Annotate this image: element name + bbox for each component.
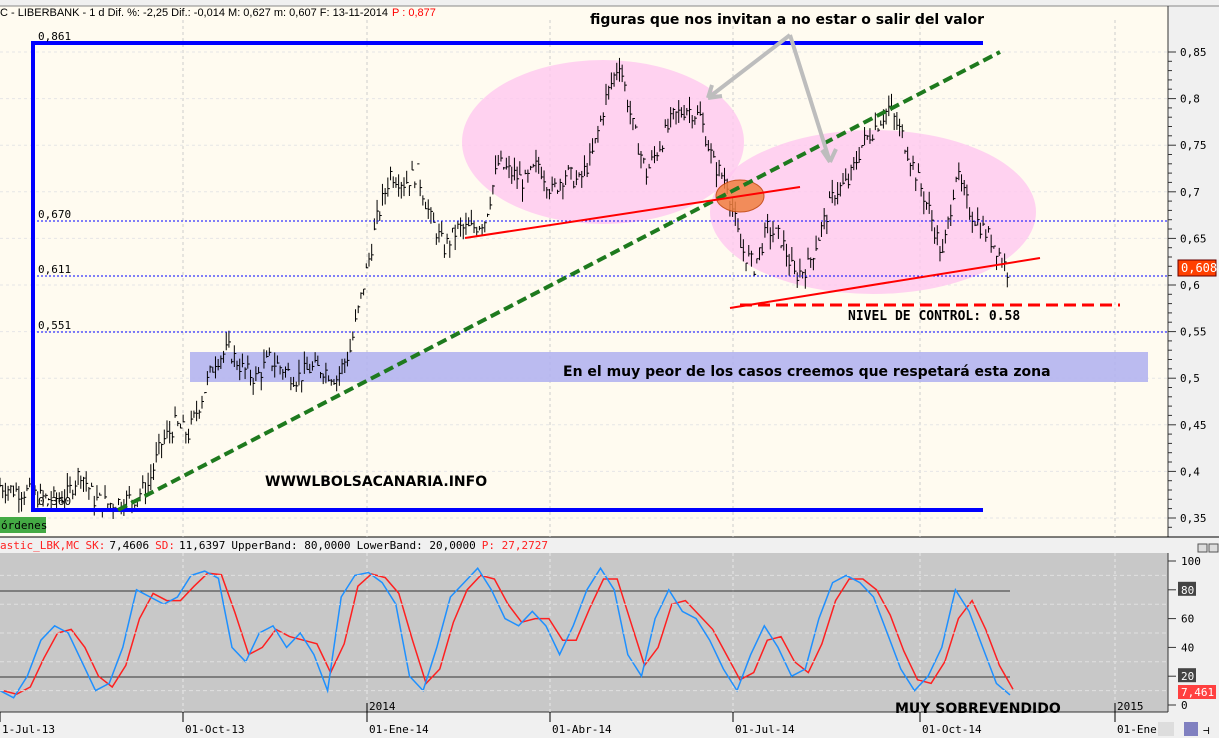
date-tick-label: 01-Ene- (1117, 723, 1163, 736)
lower-band: LowerBand: 20,0000 (357, 539, 476, 552)
orders-button-label[interactable]: órdenes (1, 519, 47, 532)
level-label-top: 0,861 (38, 30, 71, 43)
level-label-670: 0,670 (38, 208, 71, 221)
red-support-right (729, 257, 1041, 309)
year-label: 2015 (1117, 700, 1144, 713)
price-tick-label: 0,7 (1180, 186, 1200, 199)
chart-tool-icon[interactable] (1158, 722, 1174, 736)
price-tick-label: 0,8 (1180, 93, 1200, 106)
current-price-badge (1177, 259, 1217, 277)
orders-button[interactable] (0, 517, 46, 533)
header-line: C - LIBERBANK - 1 d Dif. %: -2,25 Dif.: … (0, 7, 436, 19)
header-info: C - LIBERBANK - 1 d Dif. %: -2,25 Dif.: … (0, 7, 388, 19)
price-tick-label: 0,85 (1180, 46, 1207, 59)
indicator-tick-label: 100 (1181, 555, 1201, 568)
date-tick-label: 01-Abr-14 (552, 723, 612, 736)
price-tick-label: 0,75 (1180, 139, 1207, 152)
indicator-name: astic_LBK,MC (0, 539, 79, 552)
indicator-axis: 100 80 60 40 20 0 (0, 555, 1201, 712)
date-tick-label: 01-Oct-14 (922, 723, 982, 736)
save-icon[interactable] (1184, 722, 1198, 736)
maximize-button[interactable] (1208, 543, 1219, 553)
indicator-tick-label: 80 (1181, 584, 1194, 597)
price-tick-label: 0,5 (1180, 372, 1200, 385)
price-axis: 0,85 0,8 0,75 0,7 0,65 0,6 0,55 0,5 0,45 0,4 0,35 (1168, 46, 1207, 528)
pin-icon[interactable]: ⊣ (1203, 724, 1210, 737)
indicator-badge (1178, 685, 1216, 699)
price-tick-label: 0,55 (1180, 326, 1207, 339)
indicator-tick-label: 60 (1181, 613, 1194, 626)
level-label-bottom: 0,360 (38, 495, 71, 508)
annotation-title: figuras que nos invitan a no estar o sal… (590, 12, 984, 28)
price-bars (0, 57, 1010, 519)
indicator-badge-text: 7,461 (1181, 686, 1214, 699)
green-trendline (117, 50, 1001, 512)
date-tick-label: 01-Oct-13 (185, 723, 245, 736)
current-price-text: 0,608 (1181, 261, 1217, 275)
header-price: P : 0,877 (392, 7, 436, 19)
price-tick-label: 0,35 (1180, 512, 1207, 525)
sd-label: SD: (155, 539, 175, 552)
price-tick-label: 0,45 (1180, 419, 1207, 432)
price-tick-label: 0,6 (1180, 279, 1200, 292)
gray-arrows (706, 33, 838, 164)
sk-label: SK: (85, 539, 105, 552)
sk-line (0, 566, 1011, 699)
website-annotation: WWWLBOLSACANARIA.INFO (265, 474, 487, 490)
date-axis: 1-Jul-13 01-Oct-13 01-Ene-14 01-Abr-14 01-Ju… (0, 700, 1163, 736)
oversold-annotation: MUY SOBREVENDIDO (895, 701, 1061, 717)
pink-figure-left (462, 60, 744, 224)
band-badge (1178, 581, 1196, 596)
price-tick-label: 0,4 (1180, 465, 1200, 478)
upper-band: UpperBand: 80,0000 (231, 539, 350, 552)
year-label: 2014 (369, 700, 396, 713)
price-tick-label: 0,65 (1180, 232, 1207, 245)
indicator-header: astic_LBK,MC SK: 7,4606 SD: 11,6397 UpperBand… (0, 539, 548, 552)
indicator-tick-label: 20 (1181, 670, 1194, 683)
indicator-tick-label: 0 (1181, 699, 1188, 712)
date-tick-label: 01-Jul-14 (735, 723, 795, 736)
date-tick-label: 1-Jul-13 (2, 723, 55, 736)
indicator-tick-label: 40 (1181, 641, 1194, 654)
control-annotation: NIVEL DE CONTROL: 0.58 (848, 309, 1020, 324)
blue-range-frame (31, 41, 983, 512)
support-zone (190, 352, 1148, 382)
date-tick-label: 01-Ene-14 (369, 723, 429, 736)
band-badge (1178, 668, 1196, 683)
indicator-p: P: 27,2727 (482, 539, 548, 552)
sd-value: 11,6397 (179, 539, 225, 552)
level-label-611: 0,611 (38, 263, 71, 276)
sk-value: 7,4606 (109, 539, 149, 552)
pink-figure-right (710, 130, 1036, 294)
red-support-left (464, 186, 801, 239)
zone-annotation: En el muy peor de los casos creemos que … (563, 364, 1051, 380)
level-label-551: 0,551 (38, 319, 71, 332)
minimize-button[interactable] (1197, 543, 1208, 553)
